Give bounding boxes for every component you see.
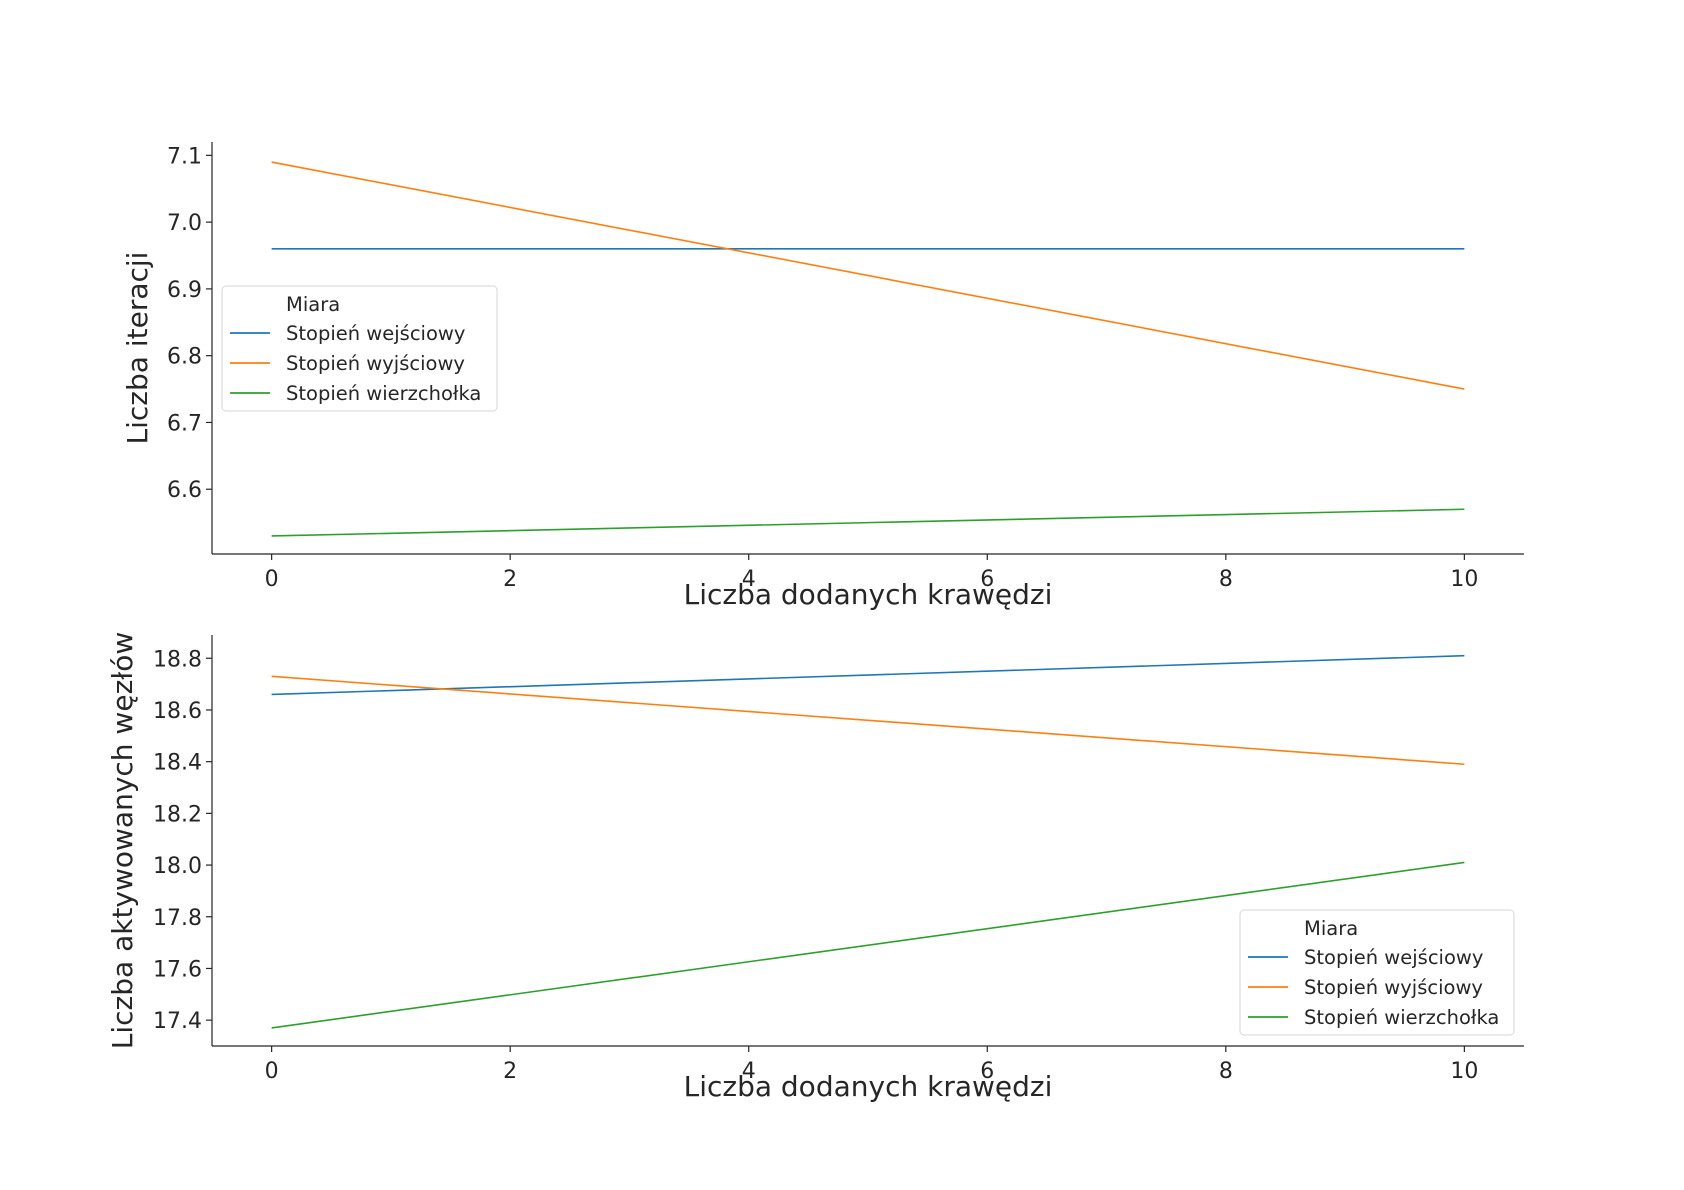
y-tick-label: 17.4	[153, 1009, 202, 1034]
legend: Miara Stopień wejściowy Stopień wyjściowy S…	[1239, 909, 1515, 1036]
x-tick-label: 0	[265, 1059, 279, 1084]
y-tick-label: 18.0	[153, 854, 202, 879]
x-tick-label: 10	[1450, 567, 1478, 592]
legend-title: Miara	[1304, 917, 1358, 940]
series-line-1	[271, 675, 1465, 766]
chart-iterations: 0 2 4 6 8 10 6.6 6.7 6.8 6.9 7.0 7.1 Liczba dodanych…	[121, 142, 1524, 611]
series-line-2	[271, 861, 1465, 1029]
y-tick-label: 18.4	[153, 751, 202, 776]
y-axis-title: Liczba iteracji	[121, 252, 154, 445]
series-line-2	[271, 508, 1465, 537]
x-axis-title: Liczba dodanych krawędzi	[684, 1070, 1053, 1103]
x-tick-label: 4	[742, 567, 756, 592]
x-tick-label: 10	[1450, 1059, 1478, 1084]
chart-activated-nodes: 0 2 4 6 8 10 17.4 17.6 17.8 18.0 18.2 18.4 18.6 18.8 L…	[106, 632, 1524, 1103]
x-tick-label: 6	[980, 1059, 994, 1084]
legend-entry: Stopień wejściowy	[286, 322, 465, 345]
y-tick-label: 7.0	[167, 211, 202, 236]
legend: Miara Stopień wejściowy Stopień wyjściowy S…	[221, 285, 498, 412]
y-tick-label: 18.8	[153, 647, 202, 672]
legend-entry: Stopień wyjściowy	[286, 352, 465, 375]
legend-entry: Stopień wejściowy	[1304, 946, 1483, 969]
y-tick-label: 7.1	[167, 144, 202, 169]
x-axis-title: Liczba dodanych krawędzi	[684, 578, 1053, 611]
x-tick-label: 2	[503, 1059, 517, 1084]
legend-box	[221, 285, 498, 412]
series-line-1	[271, 161, 1465, 390]
legend-title: Miara	[286, 293, 340, 316]
legend-entry: Stopień wierzchołka	[286, 382, 481, 405]
series-line-0	[271, 654, 1465, 696]
x-tick-label: 0	[265, 567, 279, 592]
y-tick-label: 17.8	[153, 906, 202, 931]
x-tick-label: 8	[1219, 567, 1233, 592]
y-tick-label: 18.2	[153, 802, 202, 827]
x-tick-label: 2	[503, 567, 517, 592]
legend-box	[1239, 909, 1515, 1036]
x-tick-label: 6	[980, 567, 994, 592]
y-axis-title: Liczba aktywowanych węzłów	[106, 632, 139, 1049]
legend-entry: Stopień wierzchołka	[1304, 1006, 1499, 1029]
x-tick-label: 4	[742, 1059, 756, 1084]
y-tick-label: 17.6	[153, 957, 202, 982]
legend-entry: Stopień wyjściowy	[1304, 976, 1483, 999]
y-tick-label: 6.8	[167, 345, 202, 370]
y-tick-label: 18.6	[153, 699, 202, 724]
x-tick-label: 8	[1219, 1059, 1233, 1084]
y-tick-label: 6.7	[167, 411, 202, 436]
y-tick-label: 6.6	[167, 478, 202, 503]
y-tick-label: 6.9	[167, 278, 202, 303]
